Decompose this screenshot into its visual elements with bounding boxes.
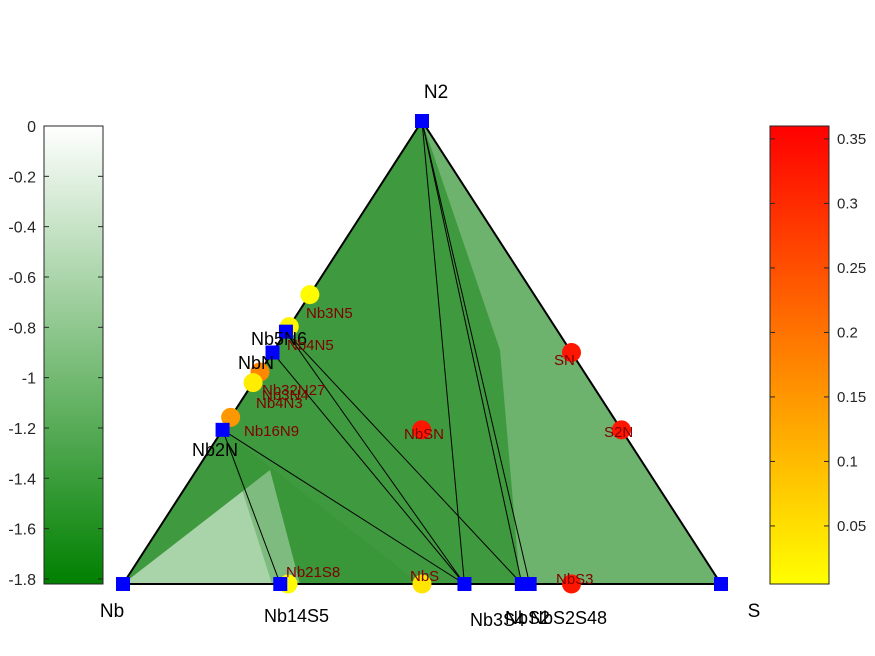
unstable-point <box>562 574 581 594</box>
stable-point <box>278 324 293 339</box>
unstable-point <box>412 420 432 440</box>
left-colorbar-tick-label: -1 <box>22 371 36 388</box>
unstable-point <box>300 285 320 305</box>
stable-point <box>714 577 728 591</box>
stable-phase-label: NbS2 <box>505 608 550 628</box>
stable-point <box>457 577 472 591</box>
stable-point <box>522 577 537 591</box>
stable-points <box>116 114 728 591</box>
unstable-phase-label: Nb16N9 <box>244 423 299 440</box>
unstable-phase-label: Nb3N4 <box>262 387 309 404</box>
unstable-phase-label: Nb4N3 <box>256 395 303 412</box>
unstable-point <box>221 407 241 427</box>
right-colorbar-tick-label: 0.25 <box>837 260 866 277</box>
left-colorbar-tick-label: -0.2 <box>8 169 36 186</box>
left-colorbar-tick-label: -1.8 <box>8 572 36 589</box>
right-colorbar <box>769 125 830 585</box>
right-colorbar-tick-label: 0.15 <box>837 389 866 406</box>
unstable-phase-label: NbS <box>410 568 439 585</box>
unstable-point <box>412 574 432 594</box>
left-colorbar-tick-label: -0.8 <box>8 320 36 337</box>
left-colorbar-tick-label: -1.4 <box>8 471 36 488</box>
right-colorbar-tick-label: 0.1 <box>837 453 858 470</box>
tie-line <box>222 429 465 585</box>
right-colorbar-tick-label: 0.2 <box>837 324 858 341</box>
unstable-phase-label: SN <box>554 352 575 369</box>
unstable-phase-label: S2N <box>604 424 633 441</box>
tie-line <box>285 331 523 585</box>
stable-phase-label: NbN <box>238 353 274 373</box>
left-colorbar-tick-label: 0 <box>27 119 36 136</box>
unstable-phase-label: Nb4N5 <box>287 337 334 354</box>
unstable-point <box>611 420 631 440</box>
tie-line <box>285 331 465 585</box>
stable-phase-label: Nb3S4 <box>470 610 525 630</box>
stable-phase-label: Nb14S5 <box>264 606 329 626</box>
stable-point <box>273 577 288 591</box>
tie-line <box>222 429 281 585</box>
tie-line <box>421 120 523 585</box>
left-colorbar-tick-label: -0.4 <box>8 220 36 237</box>
right-colorbar-ticks: 0.35 0.3 0.25 0.2 0.15 0.1 0.05 <box>770 131 866 535</box>
stable-phase-label: NbS2S48 <box>530 608 607 628</box>
stable-phase-label: Nb5N6 <box>251 329 307 349</box>
unstable-phase-label: NbSN <box>404 426 444 443</box>
unstable-phase-label: Nb21S8 <box>286 564 340 581</box>
unstable-points <box>221 285 631 594</box>
unstable-point <box>562 343 581 362</box>
corner-label: S <box>748 601 761 622</box>
energy-shading <box>123 121 721 584</box>
stable-point <box>116 577 130 591</box>
corner-label: N2 <box>424 82 448 103</box>
left-colorbar-tick-label: -1.6 <box>8 522 36 539</box>
unstable-phase-label: Nb32N27 <box>262 382 325 399</box>
tie-lines <box>222 120 531 585</box>
stable-point <box>215 422 230 437</box>
stable-phase-label: Nb2N <box>192 440 238 460</box>
corner-label: Nb <box>100 601 124 622</box>
left-colorbar-tick-label: -1.2 <box>8 421 36 438</box>
stable-point <box>415 114 429 128</box>
unstable-phase-label: Nb3N5 <box>306 305 353 322</box>
left-colorbar <box>43 125 104 585</box>
left-colorbar-ticks: 0 -0.2 -0.4 -0.6 -0.8 -1 -1.2 -1.4 -1.6 -1.8 <box>8 119 103 589</box>
unstable-point <box>243 373 263 393</box>
right-colorbar-tick-label: 0.35 <box>837 131 866 148</box>
tie-line <box>421 120 465 585</box>
right-colorbar-tick-label: 0.05 <box>837 518 866 535</box>
tie-line <box>272 352 465 585</box>
right-colorbar-tick-label: 0.3 <box>837 195 858 212</box>
left-colorbar-tick-label: -0.6 <box>8 270 36 287</box>
tie-line <box>421 120 531 585</box>
unstable-phase-label: NbS3 <box>556 571 594 588</box>
stable-point <box>265 345 280 360</box>
